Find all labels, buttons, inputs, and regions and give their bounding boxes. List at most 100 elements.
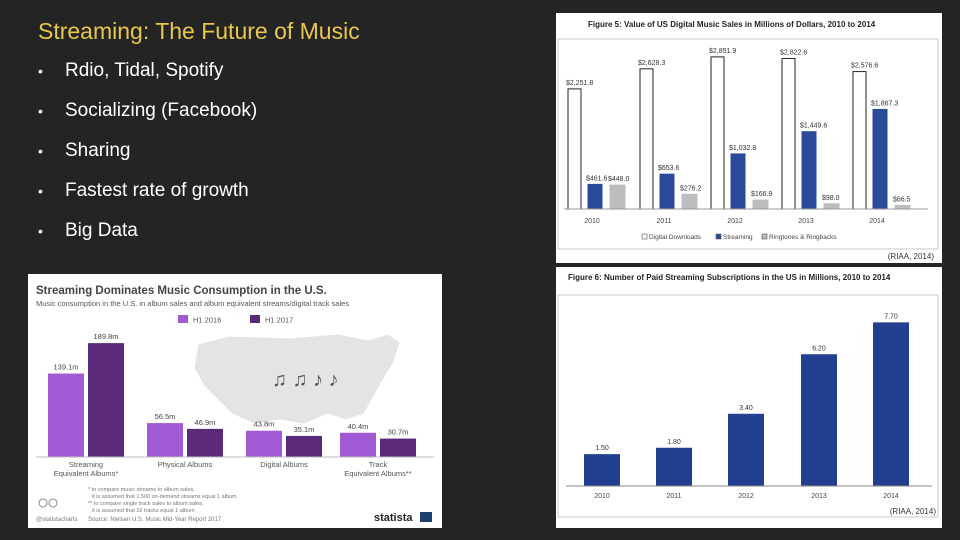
data-label: $1,449.6 [800, 123, 827, 130]
data-label: $276.2 [680, 185, 702, 192]
bullet-text: Rdio, Tidal, Spotify [65, 60, 224, 81]
bar [659, 173, 675, 210]
bar [147, 423, 183, 457]
statista-panel: Streaming Dominates Music Consumption in… [28, 274, 442, 528]
bullet-text: Fastest rate of growth [65, 180, 249, 201]
bar [656, 447, 692, 486]
bar [873, 322, 909, 486]
data-label: 56.5m [155, 412, 176, 421]
legend-label: H1 2016 [193, 316, 221, 325]
attribution-icon [48, 498, 58, 508]
bar [801, 354, 837, 486]
source-label: (RIAA, 2014) [888, 252, 935, 261]
bar [872, 108, 888, 210]
bullet-item: • Big Data [38, 220, 138, 241]
data-label: 43.8m [254, 420, 275, 429]
legend-swatch [250, 315, 260, 323]
data-label: $2,851.9 [709, 48, 736, 55]
riaa-subscriptions-panel: Figure 6: Number of Paid Streaming Subsc… [556, 267, 942, 528]
music-notes-icon: ♫ ♫ ♪ ♪ [272, 369, 339, 391]
data-label: 46.9m [195, 418, 216, 427]
bullet-text: Sharing [65, 140, 131, 161]
legend-swatch [178, 315, 188, 323]
bar [246, 430, 282, 457]
category-label: Equivalent Albums** [344, 469, 412, 478]
bullet-item: • Socializing (Facebook) [38, 100, 258, 121]
chart-subtitle: Music consumption in the U.S. in album s… [36, 299, 349, 308]
bullet-text: Big Data [65, 220, 138, 241]
bar [823, 203, 840, 210]
chart-title: Streaming Dominates Music Consumption in… [36, 285, 327, 297]
data-label: $2,822.6 [780, 49, 807, 56]
legend-swatch [641, 233, 648, 240]
data-label: 6.20 [812, 345, 826, 352]
category-label: Digital Albums [260, 460, 308, 469]
data-label: $448.0 [608, 176, 630, 183]
data-label: 1.80 [667, 439, 681, 446]
data-label: 40.4m [348, 422, 369, 431]
footnote: it is assumed that 10 tracks equal 1 alb… [92, 508, 195, 514]
footnote: ** to compare single track sales to albu… [88, 501, 204, 507]
data-label: $2,576.6 [851, 63, 878, 70]
social-handle: @statistacharts [36, 517, 77, 523]
data-label: 1.50 [595, 445, 609, 452]
bar [730, 153, 746, 210]
bar [187, 428, 223, 457]
bar [752, 199, 769, 210]
us-map-silhouette [193, 333, 401, 425]
bar [781, 57, 796, 210]
bullet-text: Socializing (Facebook) [65, 100, 258, 121]
riaa-sales-panel: Figure 5: Value of US Digital Music Sale… [556, 13, 942, 263]
bullet-item: • Sharing [38, 140, 131, 161]
bullet-item: • Rdio, Tidal, Spotify [38, 60, 224, 81]
bar [380, 438, 416, 457]
tick-label: 2013 [798, 218, 814, 225]
data-label: 189.8m [93, 332, 118, 341]
data-label: 7.70 [884, 313, 898, 320]
tick-label: 2011 [656, 218, 671, 225]
data-label: $653.6 [658, 165, 680, 172]
footnote: it is assumed that 1,500 on-demand strea… [92, 494, 237, 500]
bar [681, 193, 698, 210]
bar [88, 343, 124, 457]
tick-label: 2012 [727, 218, 743, 225]
footnote: * to compare music streams to album sale… [88, 487, 195, 493]
statista-logo-mark [420, 512, 432, 522]
bar [639, 68, 654, 210]
chart-title: Figure 5: Value of US Digital Music Sale… [588, 20, 876, 29]
legend-label: H1 2017 [265, 316, 293, 325]
bullet-item: • Fastest rate of growth [38, 180, 249, 201]
bar [609, 184, 626, 210]
category-label: Track [369, 460, 388, 469]
data-label: $1,032.8 [729, 145, 756, 152]
legend-swatch [761, 233, 768, 240]
creative-commons-icon [38, 498, 48, 508]
riaa-subscriptions-chart: Figure 6: Number of Paid Streaming Subsc… [557, 273, 939, 518]
statista-chart: Streaming Dominates Music Consumption in… [36, 285, 434, 524]
data-label: $166.9 [751, 191, 773, 198]
chart-title: Figure 6: Number of Paid Streaming Subsc… [568, 273, 891, 282]
bar [584, 454, 620, 486]
category-label: Physical Albums [158, 460, 213, 469]
source-label: Source: Nielsen U.S. Music Mid-Year Repo… [88, 517, 222, 523]
data-label: $461.6 [586, 175, 608, 182]
bullet-list: • Rdio, Tidal, Spotify • Socializing (Face… [38, 58, 257, 258]
data-label: $2,251.8 [566, 80, 593, 87]
bar [852, 71, 867, 210]
chart-frame [557, 38, 939, 250]
bar [710, 56, 725, 210]
tick-label: 2014 [869, 218, 885, 225]
data-label: 35.1m [294, 425, 315, 434]
bar [587, 183, 603, 210]
legend-swatch [715, 233, 722, 240]
data-label: 30.7m [388, 428, 409, 437]
data-label: $66.5 [893, 196, 911, 203]
slide-title: Streaming: The Future of Music [38, 18, 360, 44]
category-label: Equivalent Albums* [54, 469, 119, 478]
data-label: 3.40 [739, 405, 753, 412]
bar [801, 131, 817, 210]
tick-label: 2013 [811, 493, 827, 500]
bar [340, 432, 376, 457]
tick-label: 2014 [883, 493, 899, 500]
tick-label: 2012 [738, 493, 754, 500]
